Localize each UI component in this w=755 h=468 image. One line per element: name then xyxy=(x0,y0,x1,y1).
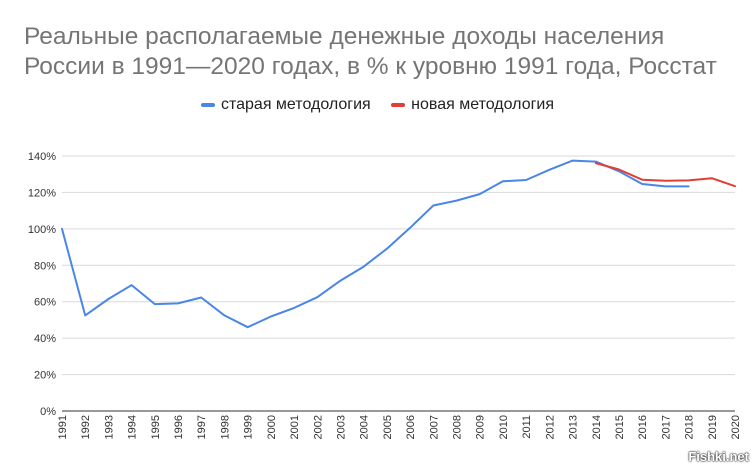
x-tick-label: 1999 xyxy=(243,415,255,439)
legend-item-old: старая методология xyxy=(200,96,371,114)
y-tick-label: 120% xyxy=(28,187,56,199)
y-tick-label: 60% xyxy=(34,297,56,309)
x-tick-label: 2000 xyxy=(266,415,278,439)
y-axis-labels: 0% 20% 40% 60% 80% 100% 120% 140% xyxy=(28,151,56,418)
x-tick-label: 2011 xyxy=(521,415,533,439)
x-tick-label: 2013 xyxy=(568,415,580,439)
x-tick-label: 2020 xyxy=(730,415,742,439)
x-tick-label: 2001 xyxy=(289,415,301,439)
chart-title-line-1: Реальные располагаемые денежные доходы н… xyxy=(24,23,665,50)
x-tick-label: 2002 xyxy=(312,415,324,439)
y-tick-label: 140% xyxy=(28,151,56,163)
legend-swatch-new xyxy=(391,103,406,107)
chart-title: Реальные располагаемые денежные доходы н… xyxy=(24,22,744,82)
x-tick-label: 2005 xyxy=(382,415,394,439)
watermark: Fishki.net xyxy=(688,449,749,464)
x-tick-label: 2009 xyxy=(475,415,487,439)
x-tick-label: 2016 xyxy=(637,415,649,439)
legend-label-old: старая методология xyxy=(220,96,371,113)
x-tick-label: 1992 xyxy=(80,415,92,439)
x-tick-label: 1998 xyxy=(219,415,231,439)
x-tick-label: 2018 xyxy=(684,415,696,439)
grid-lines xyxy=(62,155,735,412)
y-tick-label: 80% xyxy=(34,260,56,272)
x-tick-label: 1991 xyxy=(57,415,69,439)
x-tick-label: 2010 xyxy=(498,415,510,439)
series-line-new xyxy=(594,162,736,188)
series-lines xyxy=(61,159,736,329)
chart-title-line-2: России в 1991—2020 годах, в % к уровню 1… xyxy=(24,53,717,80)
x-axis-labels: 1991 1992 1993 1994 1995 1996 1997 1998 1999 2000… xyxy=(57,415,742,439)
x-tick-label: 2008 xyxy=(452,415,464,439)
x-tick-label: 1993 xyxy=(103,415,115,439)
x-tick-label: 2012 xyxy=(544,415,556,439)
y-tick-label: 20% xyxy=(34,370,56,382)
x-tick-label: 2006 xyxy=(405,415,417,439)
x-tick-label: 1997 xyxy=(196,415,208,439)
legend: старая методология новая методология xyxy=(0,94,755,114)
legend-item-new: новая методология xyxy=(391,96,554,114)
x-tick-label: 2003 xyxy=(335,415,347,439)
y-tick-label: 100% xyxy=(28,224,56,236)
x-tick-label: 2019 xyxy=(707,415,719,439)
legend-label-new: новая методология xyxy=(411,96,555,113)
x-tick-label: 2015 xyxy=(614,415,626,439)
x-tick-label: 1995 xyxy=(150,415,162,439)
x-tick-label: 2004 xyxy=(359,415,371,439)
series-line-old xyxy=(61,159,690,329)
legend-swatch-old xyxy=(200,103,215,107)
x-tick-label: 2007 xyxy=(428,415,440,439)
x-tick-label: 2014 xyxy=(591,415,603,439)
x-tick-label: 2017 xyxy=(660,415,672,439)
x-tick-label: 1996 xyxy=(173,415,185,439)
x-tick-label: 1994 xyxy=(127,415,139,439)
y-tick-label: 40% xyxy=(34,333,56,345)
y-tick-label: 0% xyxy=(40,406,56,418)
